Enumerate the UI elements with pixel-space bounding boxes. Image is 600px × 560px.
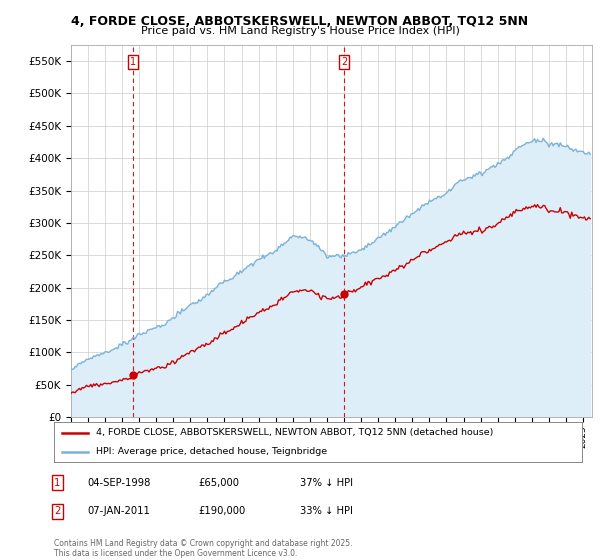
Text: 4, FORDE CLOSE, ABBOTSKERSWELL, NEWTON ABBOT, TQ12 5NN: 4, FORDE CLOSE, ABBOTSKERSWELL, NEWTON A…: [71, 15, 529, 28]
Text: HPI: Average price, detached house, Teignbridge: HPI: Average price, detached house, Teig…: [96, 447, 328, 456]
Text: 04-SEP-1998: 04-SEP-1998: [87, 478, 151, 488]
Text: 1: 1: [130, 57, 137, 67]
Text: 4, FORDE CLOSE, ABBOTSKERSWELL, NEWTON ABBOT, TQ12 5NN (detached house): 4, FORDE CLOSE, ABBOTSKERSWELL, NEWTON A…: [96, 428, 494, 437]
Text: £190,000: £190,000: [198, 506, 245, 516]
Text: 1: 1: [54, 478, 61, 488]
Point: [128, 371, 138, 380]
Text: Contains HM Land Registry data © Crown copyright and database right 2025.
This d: Contains HM Land Registry data © Crown c…: [54, 539, 353, 558]
Text: 37% ↓ HPI: 37% ↓ HPI: [300, 478, 353, 488]
Text: 33% ↓ HPI: 33% ↓ HPI: [300, 506, 353, 516]
Text: 07-JAN-2011: 07-JAN-2011: [87, 506, 150, 516]
Point: [340, 290, 349, 298]
Text: 2: 2: [54, 506, 61, 516]
Text: 2: 2: [341, 57, 347, 67]
Text: Price paid vs. HM Land Registry's House Price Index (HPI): Price paid vs. HM Land Registry's House …: [140, 26, 460, 36]
Text: £65,000: £65,000: [198, 478, 239, 488]
